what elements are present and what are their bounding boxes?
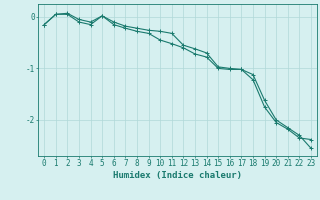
X-axis label: Humidex (Indice chaleur): Humidex (Indice chaleur)	[113, 171, 242, 180]
